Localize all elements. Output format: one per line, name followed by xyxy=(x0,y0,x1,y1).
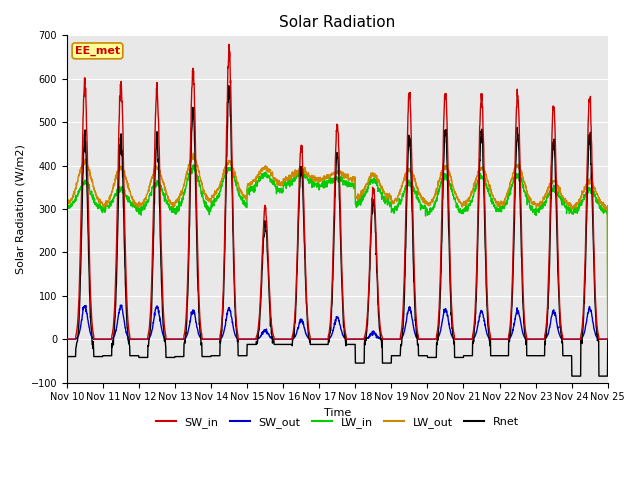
SW_out xyxy=(556,333,564,339)
Rnet xyxy=(353,360,361,366)
SW_in xyxy=(495,336,502,342)
LW_in xyxy=(572,208,579,214)
Line: SW_out: SW_out xyxy=(67,305,608,339)
LW_in xyxy=(353,201,361,206)
LW_in xyxy=(556,193,564,199)
Rnet xyxy=(214,353,221,359)
SW_in xyxy=(365,287,372,293)
Text: EE_met: EE_met xyxy=(75,46,120,56)
SW_out xyxy=(118,302,125,308)
SW_in xyxy=(556,312,564,317)
SW_in xyxy=(353,336,361,342)
LW_out xyxy=(604,336,612,342)
SW_in xyxy=(572,336,579,342)
Rnet xyxy=(568,373,576,379)
LW_in xyxy=(604,336,612,342)
SW_out xyxy=(572,336,579,342)
Line: LW_in: LW_in xyxy=(67,165,608,339)
Rnet xyxy=(63,354,70,360)
Line: Rnet: Rnet xyxy=(67,86,608,376)
SW_out xyxy=(353,336,361,342)
LW_in xyxy=(63,204,70,210)
LW_out xyxy=(556,185,564,191)
Rnet xyxy=(225,83,233,89)
Rnet xyxy=(365,294,372,300)
SW_out xyxy=(365,334,372,340)
SW_in xyxy=(63,336,70,342)
SW_out xyxy=(604,336,612,342)
Line: LW_out: LW_out xyxy=(67,153,608,339)
LW_in xyxy=(214,194,221,200)
LW_out xyxy=(63,201,70,206)
Rnet xyxy=(556,323,564,329)
Rnet xyxy=(495,353,502,359)
LW_in xyxy=(365,181,372,187)
SW_in xyxy=(214,336,221,342)
LW_out xyxy=(189,150,197,156)
LW_out xyxy=(572,203,579,208)
LW_out xyxy=(495,200,502,205)
Rnet xyxy=(572,373,579,379)
SW_out xyxy=(214,336,221,342)
SW_out xyxy=(495,336,502,342)
Y-axis label: Solar Radiation (W/m2): Solar Radiation (W/m2) xyxy=(15,144,25,274)
Line: SW_in: SW_in xyxy=(67,44,608,339)
Rnet xyxy=(604,336,612,342)
LW_out xyxy=(365,177,372,183)
LW_in xyxy=(495,209,502,215)
SW_out xyxy=(63,336,70,342)
LW_out xyxy=(353,195,361,201)
LW_in xyxy=(190,162,198,168)
Legend: SW_in, SW_out, LW_in, LW_out, Rnet: SW_in, SW_out, LW_in, LW_out, Rnet xyxy=(151,413,524,432)
Title: Solar Radiation: Solar Radiation xyxy=(279,15,396,30)
SW_in xyxy=(225,41,233,47)
X-axis label: Time: Time xyxy=(324,408,351,418)
SW_in xyxy=(604,336,612,342)
LW_out xyxy=(214,187,221,193)
